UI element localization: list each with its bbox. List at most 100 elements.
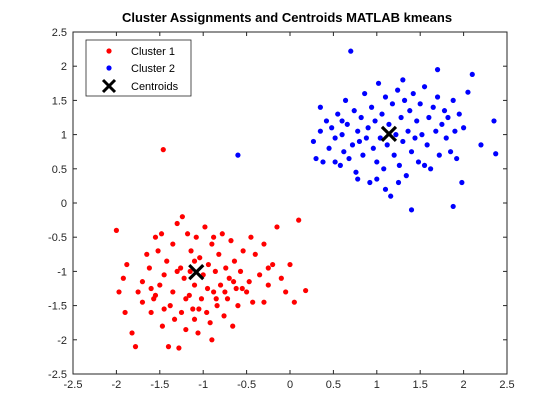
data-point-cluster-2 xyxy=(326,145,332,151)
data-point-cluster-2 xyxy=(374,159,380,165)
data-point-cluster-2 xyxy=(401,97,408,103)
data-point-cluster-1 xyxy=(157,282,163,288)
data-point-cluster-2 xyxy=(368,104,375,110)
x-tick-label: -0.5 xyxy=(237,379,256,391)
data-point-cluster-2 xyxy=(389,101,396,107)
data-point-cluster-2 xyxy=(375,80,382,86)
centroid-markers xyxy=(188,125,398,281)
data-point-cluster-1 xyxy=(230,279,237,285)
y-axis: -2.5 -2 -1.5 -1 -0.5 0 0.5 1 1.5 2 2.5 xyxy=(48,27,507,381)
data-point-cluster-2 xyxy=(434,67,441,73)
data-point-cluster-1 xyxy=(261,241,267,247)
data-point-cluster-2 xyxy=(395,179,402,186)
data-point-cluster-1 xyxy=(231,258,238,264)
data-point-cluster-1 xyxy=(303,287,309,294)
data-point-cluster-1 xyxy=(237,268,244,274)
data-point-cluster-1 xyxy=(164,258,170,264)
data-point-cluster-1 xyxy=(197,255,203,261)
data-point-cluster-1 xyxy=(250,299,256,305)
data-point-cluster-2 xyxy=(452,128,458,134)
data-point-cluster-2 xyxy=(403,173,409,179)
data-point-cluster-1 xyxy=(219,231,225,237)
data-point-cluster-2 xyxy=(339,118,345,124)
data-point-cluster-2 xyxy=(341,149,347,155)
legend-label-centroids: Centroids xyxy=(131,81,179,93)
data-point-cluster-2 xyxy=(363,135,369,141)
data-point-cluster-2 xyxy=(342,97,349,103)
data-point-cluster-2 xyxy=(405,128,411,134)
data-point-cluster-2 xyxy=(400,77,406,83)
data-point-cluster-2 xyxy=(317,128,323,134)
data-point-cluster-1 xyxy=(235,303,241,309)
data-point-cluster-1 xyxy=(184,231,191,237)
y-tick-label: -1.5 xyxy=(48,301,67,313)
data-point-cluster-1 xyxy=(265,282,271,288)
data-point-cluster-1 xyxy=(204,285,211,292)
data-point-cluster-1 xyxy=(129,330,135,336)
data-point-cluster-2 xyxy=(439,121,445,127)
data-point-cluster-1 xyxy=(170,289,176,295)
data-point-cluster-2 xyxy=(355,128,361,134)
data-point-cluster-2 xyxy=(351,108,357,114)
data-point-cluster-1 xyxy=(261,299,267,305)
data-point-cluster-2 xyxy=(365,125,371,131)
data-point-cluster-1 xyxy=(216,251,222,257)
data-point-cluster-1 xyxy=(165,344,172,350)
data-point-cluster-1 xyxy=(291,299,297,305)
data-point-cluster-2 xyxy=(355,176,361,182)
data-point-cluster-2 xyxy=(349,142,356,148)
data-point-cluster-1 xyxy=(161,306,167,312)
data-point-cluster-1 xyxy=(190,306,196,312)
legend-swatch-centroids xyxy=(101,78,117,94)
data-point-cluster-2 xyxy=(465,89,471,95)
data-point-cluster-1 xyxy=(191,258,198,264)
data-point-cluster-1 xyxy=(155,248,161,254)
data-point-cluster-1 xyxy=(178,265,184,271)
data-point-cluster-2 xyxy=(478,142,484,148)
data-point-cluster-1 xyxy=(209,337,215,343)
y-tick-label: -2 xyxy=(57,335,67,347)
data-point-cluster-1 xyxy=(195,330,201,336)
data-point-cluster-2 xyxy=(445,114,451,121)
data-point-cluster-1 xyxy=(122,309,128,316)
data-point-cluster-1 xyxy=(224,296,231,302)
y-tick-label: 0.5 xyxy=(52,164,67,176)
data-point-cluster-2 xyxy=(382,94,389,100)
data-point-cluster-1 xyxy=(183,326,189,333)
data-point-cluster-2 xyxy=(379,111,385,117)
data-point-cluster-2 xyxy=(459,179,465,186)
x-tick-label: 1.5 xyxy=(413,379,428,391)
legend-label-cluster-1: Cluster 1 xyxy=(131,46,175,58)
legend-swatch-cluster-1 xyxy=(106,48,112,54)
data-point-cluster-2 xyxy=(400,138,406,145)
data-point-cluster-1 xyxy=(124,261,130,268)
data-point-cluster-2 xyxy=(381,166,387,172)
x-tick-label: 0 xyxy=(287,379,293,391)
data-point-cluster-1 xyxy=(186,292,192,298)
data-point-cluster-2 xyxy=(395,87,401,93)
data-point-cluster-2 xyxy=(461,125,467,131)
data-point-cluster-2 xyxy=(391,152,397,158)
data-point-cluster-1 xyxy=(171,316,178,322)
data-point-cluster-2 xyxy=(346,155,352,162)
data-point-cluster-1 xyxy=(144,251,150,257)
x-tick-label: -1 xyxy=(198,379,208,391)
data-point-cluster-2 xyxy=(491,118,497,124)
data-point-cluster-2 xyxy=(433,128,439,134)
data-point-cluster-1 xyxy=(191,282,198,288)
x-tick-label: -2.5 xyxy=(64,379,83,391)
scatter-points xyxy=(113,48,499,351)
data-point-cluster-1 xyxy=(146,265,152,271)
data-point-cluster-1 xyxy=(226,275,232,281)
data-point-cluster-1 xyxy=(176,345,182,351)
data-point-cluster-1 xyxy=(265,265,271,271)
data-point-cluster-1 xyxy=(188,248,194,254)
data-point-cluster-1 xyxy=(211,289,217,295)
centroid-marker xyxy=(380,125,398,143)
data-point-cluster-2 xyxy=(408,207,415,213)
data-point-cluster-1 xyxy=(135,289,141,295)
data-point-cluster-1 xyxy=(148,285,154,292)
data-point-cluster-1 xyxy=(183,296,189,302)
x-tick-label: 2.5 xyxy=(499,379,514,391)
